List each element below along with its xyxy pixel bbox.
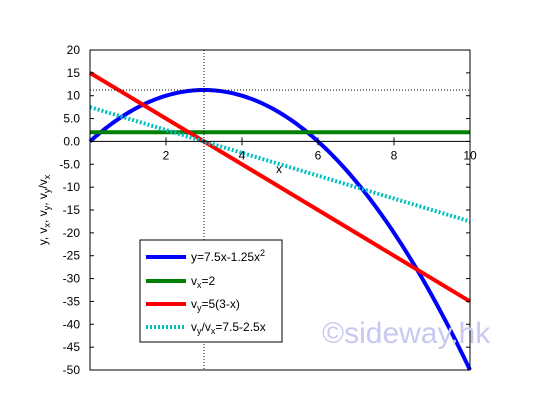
series-layer [88,71,472,371]
legend-label-vy: vy=5(3-x) [191,297,240,313]
reference-lines [90,50,470,370]
y-tick-label: 5.0 [63,112,80,126]
y-tick-label: 15 [67,66,81,80]
y-tick-label: -25 [63,249,81,263]
y-tick-label: 10 [67,89,81,103]
y-tick-label: -30 [63,272,81,286]
legend-label-vyvx: vy/vx=7.5-2.5x [191,320,266,336]
y-tick-label: -40 [63,317,81,331]
legend-label-y: y=7.5x-1.25x2 [191,248,265,264]
y-tick-label: -20 [63,226,81,240]
x-tick-label: 4 [239,148,246,162]
x-axis-title: x [276,162,282,176]
y-tick-label: -10 [63,180,81,194]
x-tick-label: 8 [391,148,398,162]
y-tick-label: -5.0 [59,157,80,171]
y-tick-label: -45 [63,340,81,354]
legend: y=7.5x-1.25x2 vx=2 vy=5(3-x) vy/vx=7.5-2… [139,239,283,343]
x-axis-ticks: 2 4 6 8 10 [90,137,477,162]
y-axis-ticks: 20 15 10 5.0 0.0 -5.0 -10 -15 -20 -25 -30 -35 -40 -45… [59,43,470,377]
y-tick-label: 20 [67,43,81,57]
y-tick-label: -35 [63,294,81,308]
y-axis-title: y, vx, vy, vy/vx [36,174,52,245]
legend-label-vx: vx=2 [191,274,216,290]
y-tick-label: 0.0 [63,134,80,148]
y-tick-label: -15 [63,203,81,217]
x-tick-label: 10 [463,148,477,162]
watermark: ©sideway.hk [322,317,491,350]
series-line-1 [88,88,472,371]
series-line-3 [88,71,472,304]
x-tick-label: 2 [163,148,170,162]
x-tick-label: 6 [315,148,322,162]
y-tick-label: -50 [63,363,81,377]
